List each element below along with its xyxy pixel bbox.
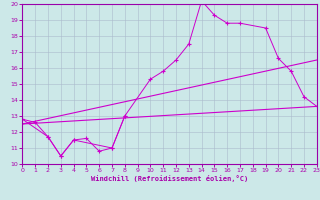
X-axis label: Windchill (Refroidissement éolien,°C): Windchill (Refroidissement éolien,°C) [91,175,248,182]
